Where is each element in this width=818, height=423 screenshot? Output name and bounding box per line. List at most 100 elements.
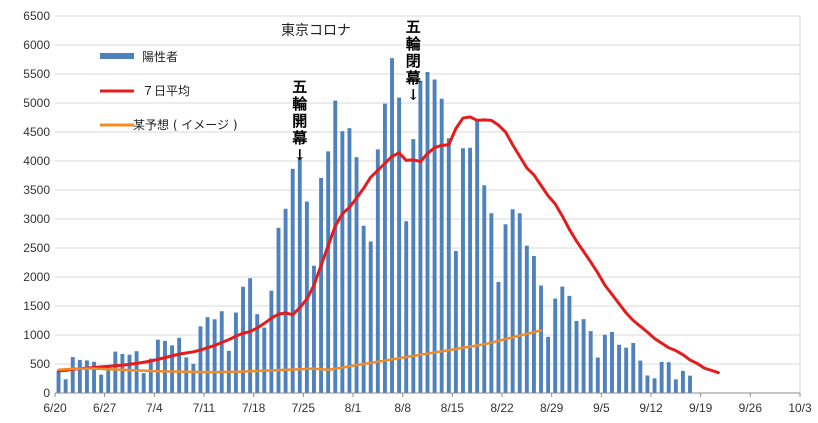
legend-label-bars: 陽性者 [142, 50, 178, 64]
bar [688, 375, 692, 393]
bar [390, 58, 394, 393]
legend: 陽性者 ７日平均 某予想 ( イメージ ) [100, 50, 238, 132]
bar [652, 378, 657, 393]
annotations: 五輪開幕↓ 五輪閉幕↓ [291, 18, 422, 164]
bar [141, 373, 146, 393]
bar [531, 256, 536, 393]
bar [539, 285, 543, 393]
x-tick-label: 9/26 [739, 401, 763, 415]
bar [496, 281, 501, 393]
bar [524, 245, 529, 393]
bar [446, 138, 451, 393]
bar [581, 319, 586, 393]
bar [92, 361, 96, 393]
x-tick-label: 7/4 [146, 401, 163, 415]
y-tick-label: 6000 [23, 38, 50, 52]
bar [248, 278, 253, 393]
legend-label-avg7: ７日平均 [142, 84, 190, 98]
bar [233, 312, 238, 393]
bar [617, 344, 622, 393]
bar [368, 241, 373, 393]
x-tick-label: 7/18 [242, 401, 266, 415]
chart-title: 東京コロナ [281, 23, 351, 39]
bar [290, 168, 295, 393]
bar [84, 360, 89, 393]
y-tick-label: 5500 [23, 67, 50, 81]
bar [432, 79, 437, 393]
bar [56, 371, 61, 393]
bar [191, 363, 196, 393]
bar [567, 295, 572, 393]
y-tick-label: 3500 [23, 183, 50, 197]
bar [546, 336, 551, 393]
forecast-line [57, 329, 543, 374]
bar [106, 365, 111, 393]
bar [205, 317, 210, 393]
bar [120, 353, 125, 393]
bar [517, 213, 522, 393]
bar [63, 379, 68, 393]
bar [475, 120, 480, 393]
bar [553, 298, 558, 393]
bar [375, 149, 380, 393]
bar [602, 334, 607, 393]
y-tick-label: 5000 [23, 96, 50, 110]
bar [425, 72, 430, 393]
bar [631, 343, 636, 393]
bar [503, 224, 508, 393]
y-tick-label: 4000 [23, 154, 50, 168]
x-tick-label: 8/15 [441, 401, 465, 415]
x-tick-label: 10/3 [788, 401, 812, 415]
annotation-label: 五輪閉幕↓ [405, 18, 422, 104]
x-tick-label: 8/22 [490, 401, 514, 415]
bar [297, 157, 302, 393]
y-tick-label: 2500 [23, 241, 50, 255]
x-axis-ticks: 6/20 6/27 7/4 7/11 7/18 7/25 8/1 8/8 8/15 8/22 8/2… [43, 393, 812, 415]
bar [418, 80, 423, 393]
annotation-label: 五輪開幕↓ [291, 78, 308, 164]
bar [163, 341, 167, 393]
bar [269, 290, 274, 393]
bar [340, 131, 345, 393]
x-tick-label: 7/25 [292, 401, 316, 415]
x-tick-label: 9/5 [593, 401, 610, 415]
bar [610, 331, 614, 393]
bar [241, 286, 245, 393]
bar [382, 103, 387, 393]
bar [624, 347, 629, 393]
bar [666, 362, 671, 393]
bar [595, 357, 600, 393]
bar [127, 354, 132, 393]
bar [184, 357, 189, 393]
x-tick-label: 6/20 [43, 401, 67, 415]
bar [198, 326, 203, 393]
bar [461, 148, 465, 393]
bar [404, 221, 409, 393]
bar [354, 157, 359, 393]
x-tick-label: 9/19 [689, 401, 713, 415]
bar [510, 209, 515, 393]
bar [489, 213, 494, 393]
y-tick-label: 0 [43, 386, 50, 400]
bar [680, 370, 685, 393]
bar [283, 208, 288, 393]
y-tick-label: 500 [30, 357, 50, 371]
y-tick-label: 2000 [23, 270, 50, 284]
x-tick-label: 8/8 [394, 401, 411, 415]
bar [177, 337, 182, 393]
bar [482, 185, 487, 393]
x-tick-label: 8/1 [345, 401, 362, 415]
y-tick-label: 1500 [23, 299, 50, 313]
bar [99, 374, 104, 393]
bar [255, 314, 260, 393]
bar [588, 331, 593, 393]
bar [361, 225, 366, 393]
legend-swatch-bars [100, 53, 134, 59]
bar [397, 97, 402, 393]
bar [645, 375, 650, 393]
bar [411, 139, 416, 393]
line-series [57, 115, 720, 375]
bar [77, 359, 82, 393]
bar [347, 128, 352, 393]
